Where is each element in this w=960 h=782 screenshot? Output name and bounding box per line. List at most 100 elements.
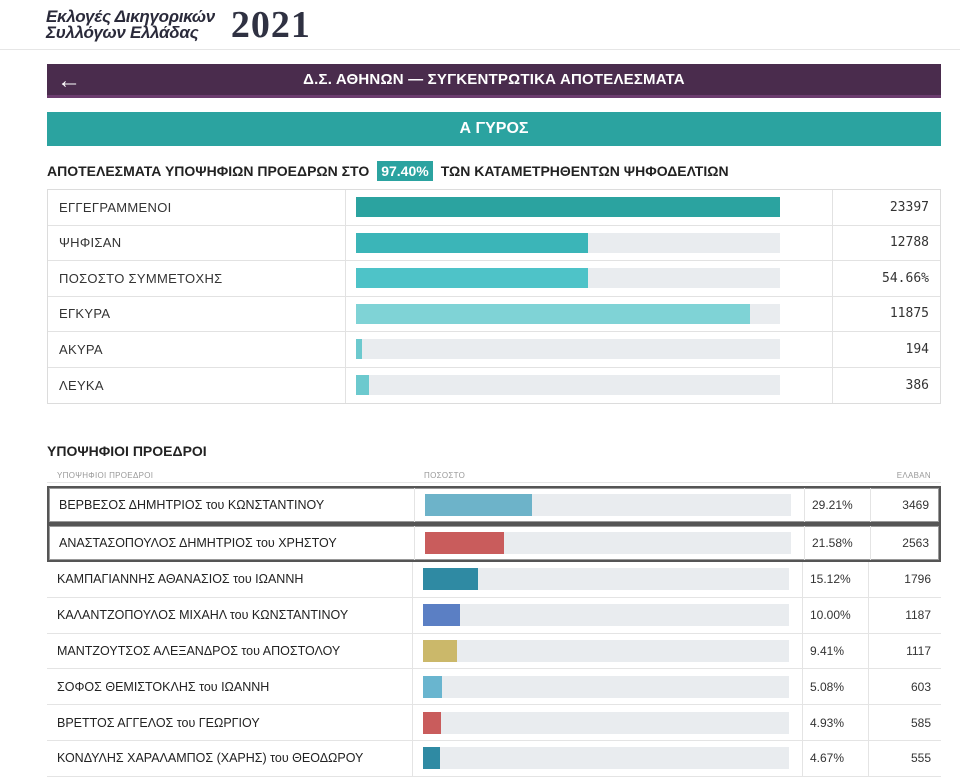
candidate-bar-cell (413, 740, 803, 776)
logo-line1: Εκλογές Δικηγορικών (46, 6, 215, 26)
stats-value: 23397 (889, 199, 929, 215)
candidate-bar-fill (423, 568, 479, 591)
candidate-bar-cell (415, 488, 805, 522)
stats-bar-track (356, 197, 780, 218)
stats-bar-fill (356, 232, 588, 253)
candidate-bar-cell (413, 597, 803, 633)
stats-bar-cell (346, 332, 833, 367)
stats-bar-cell (346, 225, 833, 260)
candidate-name: ΒΡΕΤΤΟΣ ΑΓΓΕΛΟΣ του ΓΕΩΡΓΙΟΥ (47, 705, 413, 740)
stats-bar-track (356, 303, 780, 324)
back-arrow-icon[interactable]: ← (57, 67, 81, 94)
candidate-bar-track (423, 639, 789, 662)
candidate-percent: 5.08% (803, 669, 869, 705)
site-logo[interactable]: Εκλογές Δικηγορικών Συλλόγων Ελλάδας (46, 6, 215, 42)
column-header-votes: ΕΛΑΒΑΝ (896, 471, 931, 480)
candidate-bar-cell (413, 705, 803, 740)
column-header-percent: ΠΟΣΟΣΤΟ (424, 471, 466, 480)
turnout-stats-table: ΕΓΓΕΓΡΑΜΜΕΝΟΙ 23397 ΨΗΦΙΣΑΝ 12788 ΠΟΣΟΣΤΟ ΣΥ… (47, 189, 941, 404)
candidate-name: ΜΑΝΤΖΟΥΤΣΟΣ ΑΛΕΞΑΝΔΡΟΣ του ΑΠΟΣΤΟΛΟΥ (47, 633, 413, 669)
stats-bar-track (356, 339, 780, 360)
candidate-votes: 3469 (902, 498, 929, 512)
candidate-votes: 555 (910, 751, 931, 766)
stats-value: 194 (905, 341, 929, 357)
candidate-percent: 29.21% (805, 488, 871, 522)
candidate-row: ΒΡΕΤΤΟΣ ΑΓΓΕΛΟΣ του ΓΕΩΡΓΙΟΥ 4.93% 585 (47, 705, 941, 741)
candidate-percent: 15.12% (803, 562, 869, 597)
candidate-percent: 9.41% (803, 633, 869, 669)
stats-row: ΑΚΥΡΑ 194 (48, 332, 940, 368)
stats-bar-track (356, 268, 780, 289)
candidate-bar-track (423, 675, 789, 698)
stats-bar-fill (356, 303, 750, 324)
stats-label: ΕΓΓΕΓΡΑΜΜΕΝΟΙ (48, 190, 346, 225)
candidate-votes: 1117 (906, 643, 931, 658)
stats-value: 386 (905, 377, 929, 393)
stats-row: ΨΗΦΙΣΑΝ 12788 (48, 225, 940, 261)
candidate-bar-cell (413, 562, 803, 597)
stats-bar-cell (346, 367, 833, 403)
stats-label: ΑΚΥΡΑ (48, 332, 346, 367)
candidate-name: ΚΑΛΑΝΤΖΟΠΟΥΛΟΣ ΜΙΧΑΗΛ του ΚΩΝΣΤΑΝΤΙΝΟΥ (47, 597, 413, 633)
stats-bar-cell (346, 261, 833, 296)
candidate-percent: 10.00% (803, 597, 869, 633)
stats-row: ΕΓΓΕΓΡΑΜΜΕΝΟΙ 23397 (48, 190, 940, 226)
candidate-bar-fill (425, 494, 532, 516)
candidate-row: ΜΑΝΤΖΟΥΤΣΟΣ ΑΛΕΞΑΝΔΡΟΣ του ΑΠΟΣΤΟΛΟΥ 9.41… (47, 633, 941, 670)
candidate-name: ΚΑΜΠΑΓΙΑΝΝΗΣ ΑΘΑΝΑΣΙΟΣ του ΙΩΑΝΝΗ (47, 562, 413, 597)
candidate-votes: 585 (910, 715, 931, 730)
stats-row: ΕΓΚΥΡΑ 11875 (48, 296, 940, 332)
stats-row: ΛΕΥΚΑ 386 (48, 367, 940, 403)
stats-bar-track (356, 375, 780, 396)
stats-value: 54.66% (882, 270, 929, 286)
candidate-votes: 2563 (902, 536, 929, 550)
candidate-bar-track (423, 747, 789, 770)
candidate-bar-cell (415, 526, 805, 560)
candidate-bar-track (423, 568, 789, 591)
candidate-percent: 4.67% (803, 740, 869, 776)
candidate-bar-fill (423, 639, 458, 662)
page-title: Δ.Σ. ΑΘΗΝΩΝ — ΣΥΓΚΕΝΤΡΩΤΙΚΑ ΑΠΟΤΕΛΕΣΜΑΤΑ (303, 71, 685, 88)
candidate-percent: 4.93% (803, 705, 869, 740)
summary-title-suffix: ΤΩΝ ΚΑΤΑΜΕΤΡΗΘΕΝΤΩΝ ΨΗΦΟΔΕΛΤΙΩΝ (440, 163, 729, 179)
candidate-bar-cell (413, 633, 803, 669)
stats-label: ΨΗΦΙΣΑΝ (48, 225, 346, 260)
summary-title-prefix: ΑΠΟΤΕΛΕΣΜΑΤΑ ΥΠΟΨΗΦΙΩΝ ΠΡΟΕΔΡΩΝ ΣΤΟ (47, 163, 370, 179)
candidate-name: ΚΟΝΔΥΛΗΣ ΧΑΡΑΛΑΜΠΟΣ (ΧΑΡΗΣ) του ΘΕΟΔΩΡΟΥ (47, 740, 413, 776)
stats-bar-fill (356, 375, 369, 396)
candidate-row: ΣΟΦΟΣ ΘΕΜΙΣΤΟΚΛΗΣ του ΙΩΑΝΝΗ 5.08% 603 (47, 669, 941, 706)
stats-bar-cell (346, 190, 833, 225)
page-title-bar: ← Δ.Σ. ΑΘΗΝΩΝ — ΣΥΓΚΕΝΤΡΩΤΙΚΑ ΑΠΟΤΕΛΕΣΜΑ… (47, 64, 941, 98)
stats-value: 12788 (889, 235, 929, 251)
candidate-row: ΚΟΝΔΥΛΗΣ ΧΑΡΑΛΑΜΠΟΣ (ΧΑΡΗΣ) του ΘΕΟΔΩΡΟΥ… (47, 740, 941, 777)
stats-bar-cell (346, 296, 833, 331)
logo-line2: Συλλόγων Ελλάδας (46, 22, 199, 42)
candidate-bar-track (425, 532, 791, 554)
candidate-bar-fill (423, 675, 442, 698)
stats-label: ΠΟΣΟΣΤΟ ΣΥΜΜΕΤΟΧΗΣ (48, 261, 346, 296)
candidates-title: ΥΠΟΨΗΦΙΟΙ ΠΡΟΕΔΡΟΙ (47, 443, 207, 459)
stats-bar-track (356, 232, 780, 253)
candidate-name: ΑΝΑΣΤΑΣΟΠΟΥΛΟΣ ΔΗΜΗΤΡΙΟΣ του ΧΡΗΣΤΟΥ (49, 526, 415, 560)
candidate-bar-fill (423, 604, 460, 627)
counted-percent-badge: 97.40% (377, 161, 433, 181)
stats-bar-fill (356, 339, 363, 360)
candidate-votes: 1187 (905, 608, 931, 623)
logo-year: 2021 (230, 3, 311, 46)
candidate-bar-cell (413, 669, 803, 705)
site-header: Εκλογές Δικηγορικών Συλλόγων Ελλάδας 202… (0, 0, 960, 50)
candidate-percent: 21.58% (805, 526, 871, 560)
candidate-votes: 603 (910, 679, 931, 694)
candidate-bar-track (425, 494, 791, 516)
stats-value: 11875 (889, 306, 929, 322)
round-title: Α ΓΥΡΟΣ (459, 120, 529, 137)
candidate-row: ΒΕΡΒΕΣΟΣ ΔΗΜΗΤΡΙΟΣ του ΚΩΝΣΤΑΝΤΙΝΟΥ 29.21… (47, 486, 941, 524)
candidate-bar-fill (425, 532, 504, 554)
column-header-name: ΥΠΟΨΗΦΙΟΙ ΠΡΟΕΔΡΟΙ (57, 471, 154, 480)
candidate-row: ΚΑΛΑΝΤΖΟΠΟΥΛΟΣ ΜΙΧΑΗΛ του ΚΩΝΣΤΑΝΤΙΝΟΥ 10… (47, 597, 941, 634)
candidate-name: ΣΟΦΟΣ ΘΕΜΙΣΤΟΚΛΗΣ του ΙΩΑΝΝΗ (47, 669, 413, 705)
stats-bar-fill (356, 268, 588, 289)
stats-bar-fill (356, 197, 780, 218)
candidate-bar-track (423, 604, 789, 627)
stats-row: ΠΟΣΟΣΤΟ ΣΥΜΜΕΤΟΧΗΣ 54.66% (48, 261, 940, 297)
